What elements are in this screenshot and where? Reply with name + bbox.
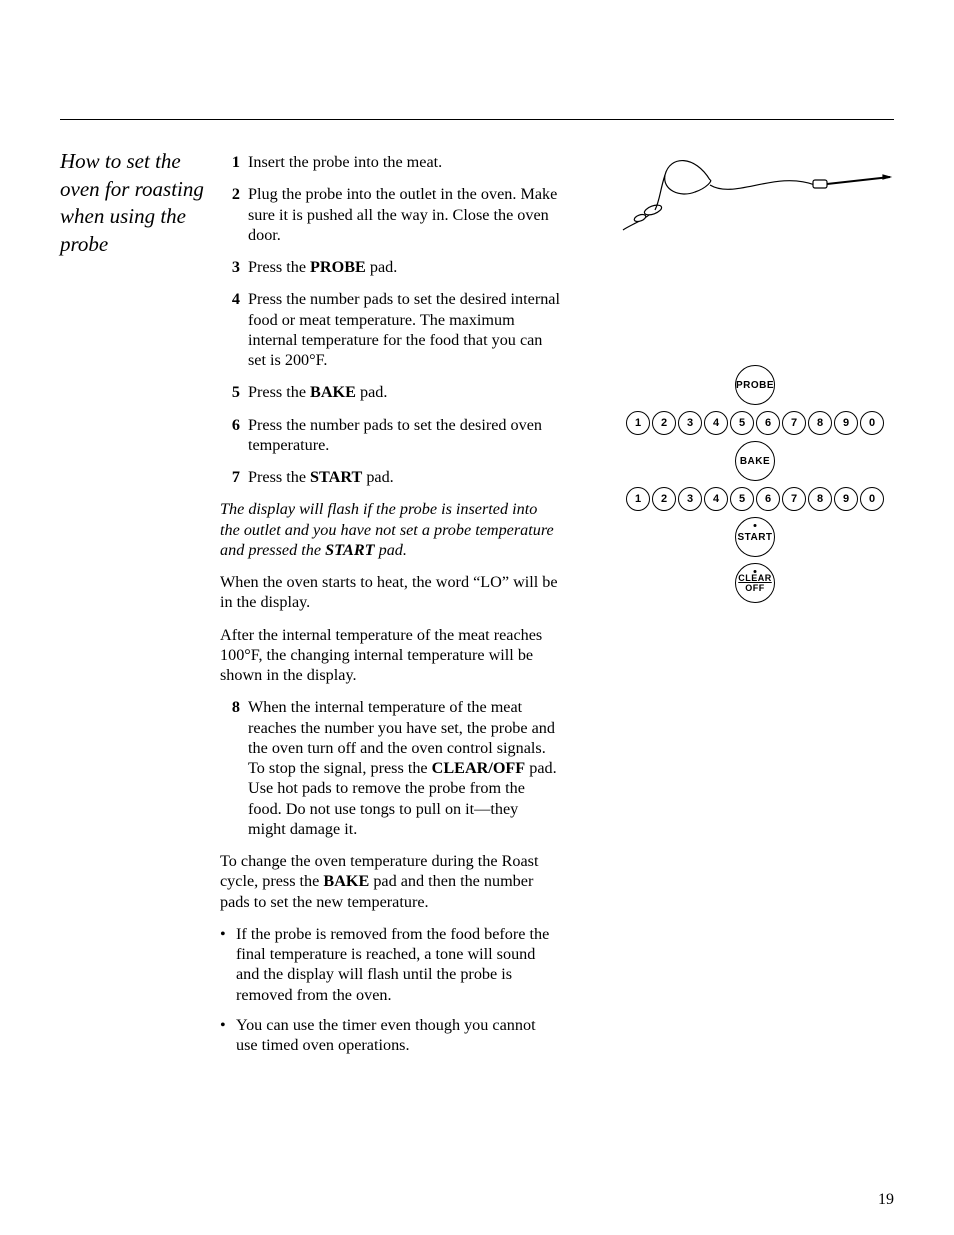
digit-pad: 4 bbox=[704, 411, 728, 435]
step-post: pad. bbox=[356, 383, 387, 401]
pad-label: BAKE bbox=[740, 456, 770, 467]
figure-area: PROBE 1 2 3 4 5 6 7 8 9 0 BAKE 1 2 3 4 bbox=[615, 150, 895, 609]
clear-off-pad-row: CLEAR OFF bbox=[615, 563, 895, 603]
italic-note: The display will flash if the probe is i… bbox=[220, 499, 560, 560]
step-text: Press the START pad. bbox=[248, 467, 560, 487]
step-number: 6 bbox=[220, 415, 240, 456]
digit-pad: 1 bbox=[626, 411, 650, 435]
pad-label-bottom: OFF bbox=[745, 584, 765, 593]
step-post: pad. bbox=[366, 258, 397, 276]
step-8: 8 When the internal temperature of the m… bbox=[220, 697, 560, 839]
step-text: Press the PROBE pad. bbox=[248, 257, 560, 277]
digit-pad: 7 bbox=[782, 411, 806, 435]
number-pad-row-2: 1 2 3 4 5 6 7 8 9 0 bbox=[615, 487, 895, 511]
step-text: Plug the probe into the outlet in the ov… bbox=[248, 184, 560, 245]
step-number: 7 bbox=[220, 467, 240, 487]
step-text: Insert the probe into the meat. bbox=[248, 152, 560, 172]
main-column: 1 Insert the probe into the meat. 2 Plug… bbox=[220, 152, 560, 1065]
pad-label-top: CLEAR bbox=[738, 574, 772, 583]
step-text: Press the BAKE pad. bbox=[248, 382, 560, 402]
digit-pad: 2 bbox=[652, 411, 676, 435]
pad-label: START bbox=[737, 532, 772, 543]
bake-pad-row: BAKE bbox=[615, 441, 895, 481]
step-number: 2 bbox=[220, 184, 240, 245]
digit-pad: 5 bbox=[730, 487, 754, 511]
step-2: 2 Plug the probe into the outlet in the … bbox=[220, 184, 560, 245]
step-text: Press the number pads to set the desired… bbox=[248, 415, 560, 456]
step-number: 8 bbox=[220, 697, 240, 839]
bake-pad: BAKE bbox=[735, 441, 775, 481]
page-number: 19 bbox=[878, 1191, 894, 1209]
step-6: 6 Press the number pads to set the desir… bbox=[220, 415, 560, 456]
step-bold: START bbox=[310, 468, 362, 486]
digit-pad: 9 bbox=[834, 411, 858, 435]
digit-pad: 3 bbox=[678, 487, 702, 511]
number-pad-row-1: 1 2 3 4 5 6 7 8 9 0 bbox=[615, 411, 895, 435]
digit-pad: 3 bbox=[678, 411, 702, 435]
start-pad: START bbox=[735, 517, 775, 557]
digit-pad: 8 bbox=[808, 411, 832, 435]
digit-pad: 0 bbox=[860, 487, 884, 511]
para-100: After the internal temperature of the me… bbox=[220, 625, 560, 686]
sidebar-heading: How to set the oven for roasting when us… bbox=[60, 148, 208, 259]
para-change-temp: To change the oven temperature during th… bbox=[220, 851, 560, 912]
step-3: 3 Press the PROBE pad. bbox=[220, 257, 560, 277]
step-text: When the internal temperature of the mea… bbox=[248, 697, 560, 839]
step-bold: PROBE bbox=[310, 258, 366, 276]
probe-pad: PROBE bbox=[735, 365, 775, 405]
digit-pad: 9 bbox=[834, 487, 858, 511]
note-bold: START bbox=[325, 541, 374, 559]
step-number: 1 bbox=[220, 152, 240, 172]
step-number: 3 bbox=[220, 257, 240, 277]
digit-pad: 5 bbox=[730, 411, 754, 435]
step-number: 4 bbox=[220, 289, 240, 370]
digit-pad: 8 bbox=[808, 487, 832, 511]
step-5: 5 Press the BAKE pad. bbox=[220, 382, 560, 402]
step-pre: Press the bbox=[248, 383, 310, 401]
clear-off-pad: CLEAR OFF bbox=[735, 563, 775, 603]
bullet-list: • If the probe is removed from the food … bbox=[220, 924, 560, 1056]
digit-pad: 7 bbox=[782, 487, 806, 511]
bullet-item: • You can use the timer even though you … bbox=[220, 1015, 560, 1056]
probe-pad-row: PROBE bbox=[615, 365, 895, 405]
digit-pad: 4 bbox=[704, 487, 728, 511]
bullet-item: • If the probe is removed from the food … bbox=[220, 924, 560, 1005]
step-7: 7 Press the START pad. bbox=[220, 467, 560, 487]
step-pre: Press the bbox=[248, 468, 310, 486]
page: How to set the oven for roasting when us… bbox=[0, 0, 954, 1235]
step-1: 1 Insert the probe into the meat. bbox=[220, 152, 560, 172]
start-pad-row: START bbox=[615, 517, 895, 557]
step-number: 5 bbox=[220, 382, 240, 402]
step-bold: CLEAR/OFF bbox=[432, 759, 526, 777]
digit-pad: 6 bbox=[756, 487, 780, 511]
note-post: pad. bbox=[375, 541, 407, 559]
step-post: pad. bbox=[362, 468, 393, 486]
probe-illustration bbox=[615, 150, 895, 250]
pad-label: PROBE bbox=[736, 380, 774, 391]
step-pre: Press the bbox=[248, 258, 310, 276]
step-text: Press the number pads to set the desired… bbox=[248, 289, 560, 370]
digit-pad: 0 bbox=[860, 411, 884, 435]
control-panel: PROBE 1 2 3 4 5 6 7 8 9 0 BAKE 1 2 3 4 bbox=[615, 365, 895, 603]
bullet-text: You can use the timer even though you ca… bbox=[236, 1015, 560, 1056]
step-4: 4 Press the number pads to set the desir… bbox=[220, 289, 560, 370]
para-lo: When the oven starts to heat, the word “… bbox=[220, 572, 560, 613]
top-rule bbox=[60, 119, 894, 120]
digit-pad: 2 bbox=[652, 487, 676, 511]
para-bold: BAKE bbox=[323, 872, 369, 890]
step-bold: BAKE bbox=[310, 383, 356, 401]
bullet-text: If the probe is removed from the food be… bbox=[236, 924, 560, 1005]
digit-pad: 1 bbox=[626, 487, 650, 511]
bullet-mark: • bbox=[220, 924, 232, 1005]
bullet-mark: • bbox=[220, 1015, 232, 1056]
digit-pad: 6 bbox=[756, 411, 780, 435]
